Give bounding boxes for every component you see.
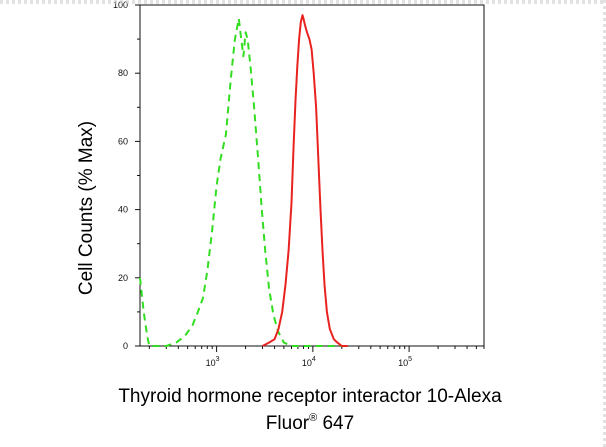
x-tick-label: 104	[302, 356, 316, 368]
axis-ticks	[135, 4, 485, 352]
x-tick-label: 103	[206, 356, 220, 368]
series-layer	[139, 14, 348, 347]
tick-labels: 0 20 40 60 80 100 103 104 105	[113, 0, 412, 368]
series-line-solid-red	[262, 14, 348, 347]
y-tick-label: 100	[113, 0, 128, 10]
window-top-border	[0, 0, 606, 4]
y-tick-label: 0	[123, 341, 128, 351]
x-tick-label: 105	[398, 356, 412, 368]
window-right-border	[603, 0, 606, 447]
x-axis-title-line1: Thyroid hormone receptor interactor 10-A…	[118, 386, 502, 407]
y-axis-title: Cell Counts (% Max)	[76, 121, 97, 295]
y-tick-label: 80	[118, 68, 128, 78]
y-tick-label: 60	[118, 136, 128, 146]
series-line-dashed-green	[139, 17, 342, 347]
y-tick-label: 20	[118, 273, 128, 283]
y-tick-label: 40	[118, 205, 128, 215]
x-axis-title-line2: Fluor® 647	[266, 412, 354, 434]
